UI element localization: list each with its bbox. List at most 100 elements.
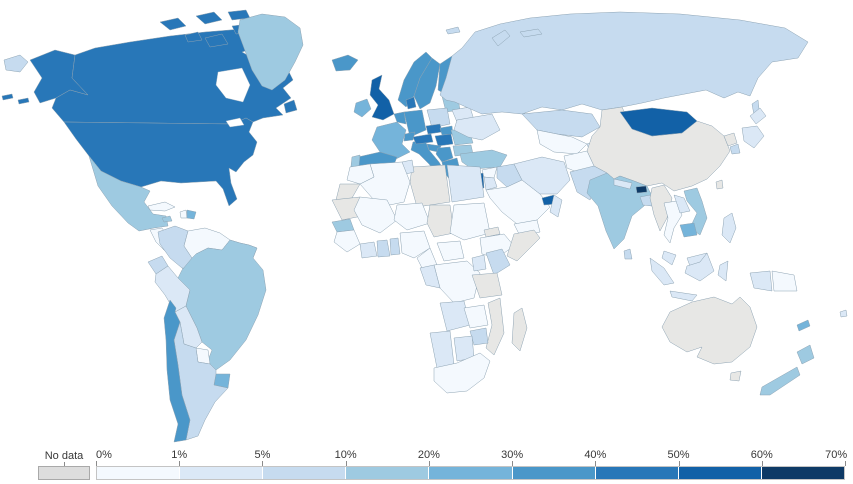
country-benelux[interactable]: [393, 111, 407, 125]
country-bhutan[interactable]: [635, 185, 648, 194]
legend-bin-4[interactable]: [428, 467, 512, 479]
country-eritrea[interactable]: [483, 226, 501, 238]
country-switzerland[interactable]: [403, 131, 416, 142]
country-south-korea[interactable]: [729, 143, 741, 155]
country-saudi-arabia[interactable]: [485, 179, 551, 225]
country-zimbabwe[interactable]: [469, 327, 489, 346]
legend-bin-5[interactable]: [511, 467, 595, 479]
country-serbia-bosnia[interactable]: [435, 146, 454, 163]
great-lakes: [225, 117, 245, 128]
country-iran[interactable]: [513, 156, 571, 195]
legend-tick-mark: [761, 461, 763, 466]
country-ghana[interactable]: [376, 239, 391, 258]
country-ivory-coast[interactable]: [359, 241, 378, 259]
country-india[interactable]: [586, 172, 653, 250]
country-namibia[interactable]: [429, 330, 455, 369]
country-sri-lanka[interactable]: [623, 248, 633, 260]
country-united-kingdom[interactable]: [369, 74, 395, 121]
country-niger[interactable]: [393, 202, 431, 231]
country-denmark[interactable]: [405, 96, 417, 110]
country-papua-new-guinea[interactable]: [771, 270, 798, 292]
country-sweden[interactable]: [413, 57, 441, 110]
country-austria[interactable]: [412, 133, 434, 145]
country-cambodia[interactable]: [679, 222, 698, 238]
country-togo-benin[interactable]: [389, 237, 401, 256]
country-angola[interactable]: [439, 300, 471, 332]
legend-bin-7[interactable]: [677, 467, 761, 479]
legend-tick-mark: [179, 461, 181, 466]
legend-tick-label: 5%: [254, 449, 271, 461]
country-senegal[interactable]: [331, 218, 355, 233]
country-russia-chukotka[interactable]: [3, 54, 29, 73]
country-syria[interactable]: [481, 166, 498, 179]
country-tanzania[interactable]: [471, 272, 503, 299]
country-chile[interactable]: [163, 299, 191, 443]
legend-tick-mark: [96, 461, 97, 466]
country-germany[interactable]: [403, 109, 427, 138]
country-indonesia[interactable]: [649, 252, 773, 302]
country-sudan[interactable]: [449, 202, 491, 241]
country-iceland[interactable]: [331, 54, 359, 72]
country-uganda[interactable]: [471, 254, 487, 272]
legend-tick-label: 40%: [584, 449, 607, 461]
country-czechia[interactable]: [425, 123, 443, 135]
legend-bin-6[interactable]: [594, 467, 678, 479]
country-mozambique[interactable]: [485, 297, 505, 356]
country-new-caledonia[interactable]: [796, 319, 811, 332]
country-australia[interactable]: [661, 296, 758, 382]
country-ukraine[interactable]: [453, 113, 501, 141]
country-chad[interactable]: [426, 204, 455, 238]
country-jamaica[interactable]: [161, 215, 173, 223]
country-greenland[interactable]: [237, 13, 304, 91]
legend-no-data[interactable]: No data: [38, 450, 90, 480]
country-gabon-congo[interactable]: [419, 264, 441, 289]
country-jordan[interactable]: [483, 176, 498, 191]
country-zambia[interactable]: [463, 304, 489, 329]
country-kenya[interactable]: [485, 248, 511, 276]
legend-bin-8[interactable]: [760, 467, 844, 479]
country-laos[interactable]: [673, 194, 691, 214]
legend-no-data-swatch[interactable]: [38, 466, 90, 480]
country-united-states-alaska[interactable]: [1, 49, 89, 105]
country-cuba[interactable]: [147, 201, 176, 212]
country-central-african-republic[interactable]: [436, 240, 465, 262]
legend-labels: 0% 1% 5% 10% 20% 30% 40% 50% 60% 70%: [96, 449, 847, 466]
country-dominican-republic[interactable]: [186, 209, 197, 220]
country-guinea-region[interactable]: [333, 229, 361, 253]
country-ethiopia[interactable]: [479, 233, 515, 259]
country-hungary[interactable]: [434, 133, 454, 147]
country-russia[interactable]: [439, 11, 809, 119]
country-taiwan[interactable]: [715, 179, 724, 190]
country-mali[interactable]: [353, 196, 398, 234]
country-madagascar[interactable]: [511, 307, 528, 352]
country-south-africa[interactable]: [433, 352, 491, 394]
legend-bin-1[interactable]: [179, 467, 263, 479]
country-brazil[interactable]: [177, 239, 267, 371]
country-drc[interactable]: [433, 260, 481, 304]
country-vietnam[interactable]: [683, 187, 708, 236]
country-egypt[interactable]: [446, 164, 485, 203]
country-oman[interactable]: [549, 194, 563, 218]
legend-bin-0[interactable]: [97, 467, 180, 479]
country-haiti[interactable]: [179, 209, 188, 219]
country-libya[interactable]: [409, 164, 451, 208]
country-somalia[interactable]: [506, 229, 541, 262]
country-nigeria[interactable]: [399, 230, 431, 259]
country-north-korea[interactable]: [723, 132, 738, 147]
country-philippines[interactable]: [721, 212, 737, 244]
legend-tick-label: 10%: [334, 449, 357, 461]
legend-bin-2[interactable]: [262, 467, 346, 479]
country-new-zealand[interactable]: [759, 344, 815, 396]
country-france[interactable]: [371, 121, 411, 161]
country-morocco[interactable]: [346, 163, 375, 185]
legend-bin-3[interactable]: [345, 467, 429, 479]
country-poland[interactable]: [426, 107, 451, 129]
country-mongolia[interactable]: [619, 107, 698, 137]
country-mexico[interactable]: [88, 155, 169, 232]
country-fiji[interactable]: [839, 309, 848, 318]
country-nepal[interactable]: [613, 178, 633, 190]
country-japan[interactable]: [741, 107, 767, 149]
country-kazakhstan[interactable]: [521, 109, 601, 138]
country-ireland[interactable]: [353, 98, 372, 118]
country-myanmar[interactable]: [649, 184, 673, 232]
